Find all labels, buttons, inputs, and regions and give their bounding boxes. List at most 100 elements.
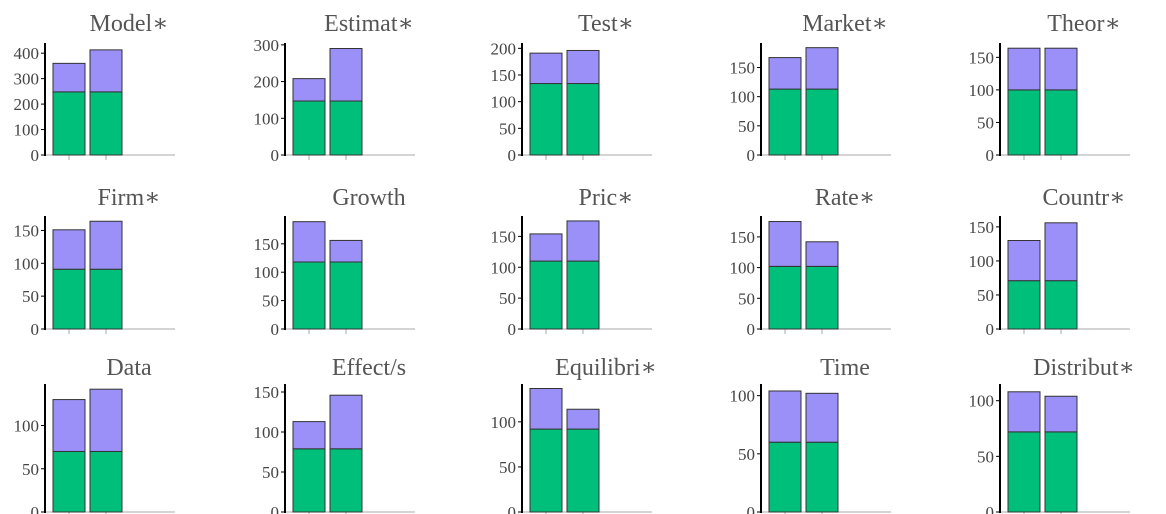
- chart-title: Model∗: [90, 11, 169, 37]
- panel-svg: Countr∗ 0 50 100 150: [969, 185, 1130, 339]
- chart-title: Countr∗: [1043, 185, 1126, 211]
- y-tick-label: 100: [969, 81, 995, 100]
- bar-segment-base: [292, 100, 326, 156]
- chart-title: Estimat∗: [324, 11, 414, 37]
- y-tick-label: 0: [271, 503, 280, 514]
- chart-panel: Market∗ 0 50 100 150: [716, 0, 949, 170]
- y-tick-label: 150: [969, 218, 995, 237]
- y-tick-label: 300: [14, 70, 40, 89]
- bar-segment-base: [768, 88, 802, 156]
- chart-title: Test∗: [578, 11, 634, 37]
- y-tick-label: 100: [254, 423, 280, 442]
- chart-panel: Pric∗ 0 50 100 150: [477, 174, 710, 344]
- chart-title: Theor∗: [1047, 11, 1121, 37]
- bar-segment-base: [329, 100, 363, 156]
- bar-segment-top: [1044, 47, 1078, 91]
- y-tick-label: 50: [262, 292, 279, 311]
- bar-segment-base: [768, 441, 802, 513]
- y-tick-label: 300: [254, 36, 280, 55]
- bar-segment-top: [329, 394, 363, 450]
- bar-segment-top: [768, 221, 802, 267]
- y-tick-label: 150: [491, 66, 517, 85]
- y-tick-label: 0: [31, 320, 40, 339]
- chart-panel: Time 0 50 100: [716, 344, 949, 514]
- bar-segment-base: [566, 260, 600, 330]
- bar-segment-top: [1044, 222, 1078, 282]
- bar-segment-top: [1007, 391, 1041, 433]
- bar-segment-base: [529, 260, 563, 330]
- y-tick-label: 400: [14, 44, 40, 63]
- panel-svg: Model∗ 0 100 200 300 400: [14, 11, 175, 165]
- bar-segment-top: [805, 241, 839, 267]
- panel-svg: Estimat∗ 0 100 200 300: [254, 11, 415, 165]
- bar-segment-base: [292, 448, 326, 513]
- bar-segment-base: [529, 428, 563, 513]
- bar-segment-top: [805, 392, 839, 443]
- panel-svg: Data 0 50 100: [14, 355, 175, 514]
- bar-segment-top: [329, 239, 363, 263]
- y-tick-label: 100: [730, 259, 756, 278]
- bar-segment-top: [566, 220, 600, 262]
- y-tick-label: 50: [22, 460, 39, 479]
- bar-segment-top: [1044, 395, 1078, 433]
- y-tick-label: 50: [499, 119, 516, 138]
- y-tick-label: 100: [254, 263, 280, 282]
- y-tick-label: 200: [491, 39, 517, 58]
- y-tick-label: 100: [14, 254, 40, 273]
- chart-panel: Test∗ 0 50 100 150 200: [477, 0, 710, 170]
- y-tick-label: 0: [31, 146, 40, 165]
- bar-segment-base: [1044, 89, 1078, 156]
- y-tick-label: 50: [738, 445, 755, 464]
- bar-segment-base: [805, 88, 839, 156]
- chart-panel: Estimat∗ 0 100 200 300: [240, 0, 473, 170]
- bar-segment-base: [52, 450, 86, 513]
- y-tick-label: 100: [14, 121, 40, 140]
- y-tick-label: 200: [254, 73, 280, 92]
- y-tick-label: 0: [31, 503, 40, 514]
- chart-panel: Distribut∗ 0 50 100: [955, 344, 1166, 514]
- bar-segment-top: [292, 221, 326, 263]
- chart-title: Time: [820, 355, 870, 381]
- bar-segment-base: [805, 441, 839, 513]
- y-tick-label: 100: [730, 387, 756, 406]
- bar-segment-top: [89, 220, 123, 270]
- bar-segment-top: [52, 62, 86, 93]
- bar-segment-base: [89, 450, 123, 513]
- panel-svg: Rate∗ 0 50 100 150: [730, 185, 891, 339]
- y-tick-label: 150: [491, 227, 517, 246]
- panel-svg: Growth 0 50 100 150: [254, 185, 415, 339]
- y-tick-label: 150: [969, 48, 995, 67]
- bar-segment-top: [768, 390, 802, 443]
- panel-svg: Time 0 50 100: [730, 355, 891, 514]
- y-tick-label: 0: [508, 146, 517, 165]
- chart-panel: Effect/s 0 50 100 150: [240, 344, 473, 514]
- y-tick-label: 0: [747, 503, 756, 514]
- y-tick-label: 0: [986, 320, 995, 339]
- chart-title: Pric∗: [579, 185, 634, 211]
- chart-panel: Model∗ 0 100 200 300 400: [0, 0, 233, 170]
- y-tick-label: 150: [14, 221, 40, 240]
- y-tick-label: 100: [254, 109, 280, 128]
- bar-segment-top: [89, 49, 123, 93]
- bar-segment-top: [805, 47, 839, 90]
- y-tick-label: 100: [491, 93, 517, 112]
- y-tick-label: 100: [730, 88, 756, 107]
- y-tick-label: 100: [969, 392, 995, 411]
- bar-segment-top: [52, 229, 86, 270]
- chart-title: Market∗: [802, 11, 888, 37]
- bar-segment-base: [529, 83, 563, 156]
- y-tick-label: 50: [262, 463, 279, 482]
- bar-segment-top: [768, 57, 802, 90]
- y-tick-label: 150: [254, 235, 280, 254]
- y-tick-label: 50: [977, 286, 994, 305]
- y-tick-label: 50: [977, 447, 994, 466]
- y-tick-label: 100: [969, 252, 995, 271]
- y-tick-label: 200: [14, 95, 40, 114]
- y-tick-label: 150: [254, 383, 280, 402]
- y-tick-label: 0: [271, 146, 280, 165]
- y-tick-label: 0: [986, 146, 995, 165]
- bar-segment-top: [89, 388, 123, 452]
- bar-segment-base: [768, 265, 802, 330]
- y-tick-label: 100: [491, 258, 517, 277]
